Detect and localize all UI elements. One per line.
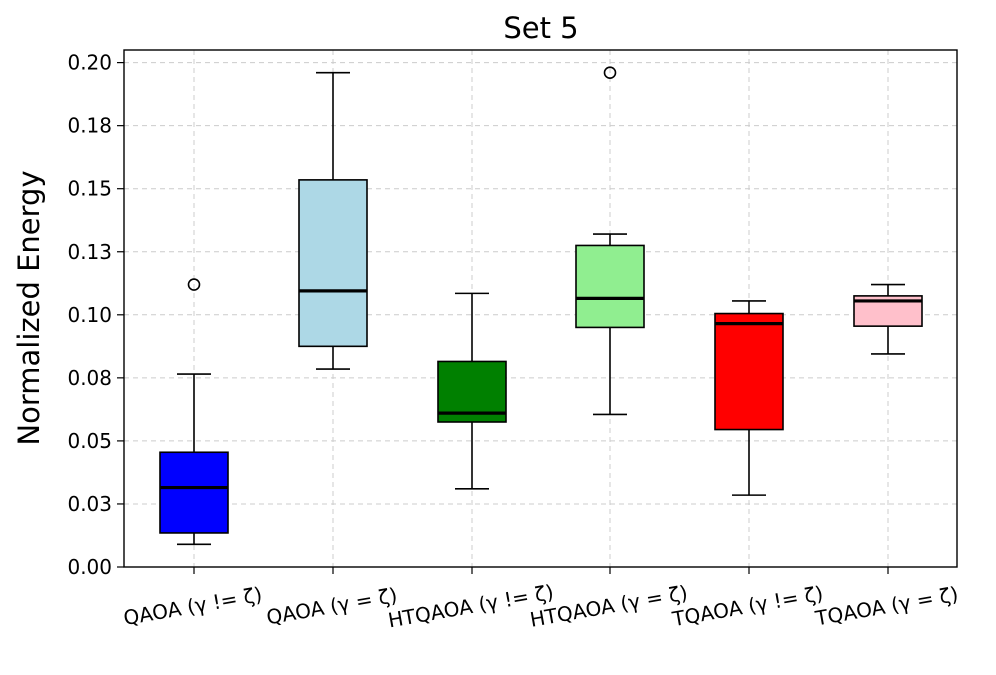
axes-layer bbox=[123, 49, 958, 568]
x-tick-label: TQAOA (γ = ζ) bbox=[813, 582, 960, 631]
iqr-box bbox=[298, 179, 368, 348]
x-tick-label: TQAOA (γ != ζ) bbox=[670, 581, 825, 631]
plot-frame bbox=[123, 49, 958, 568]
chart-title: Set 5 bbox=[503, 11, 578, 45]
y-axis-label: Normalized Energy bbox=[12, 170, 46, 445]
y-tick-label: 0.00 bbox=[67, 555, 112, 579]
box-3 bbox=[437, 292, 507, 490]
box-5 bbox=[714, 300, 784, 496]
box-1 bbox=[159, 278, 229, 546]
y-tick-label: 0.20 bbox=[67, 51, 112, 75]
outlier-point bbox=[187, 278, 201, 291]
iqr-box bbox=[575, 244, 645, 329]
y-tick-label: 0.15 bbox=[67, 177, 112, 201]
box-2 bbox=[298, 71, 368, 370]
y-tick-label: 0.13 bbox=[67, 240, 112, 264]
y-tick-label: 0.18 bbox=[67, 114, 112, 138]
y-tick-label: 0.05 bbox=[67, 429, 112, 453]
grid-layer bbox=[124, 50, 957, 568]
x-tick-label: HTQAOA (γ != ζ) bbox=[386, 580, 555, 633]
tick-layer: 0.00 0.03 0.05 0.08 0.10 0.13 0.15 0.18 0.20 QAOA… bbox=[67, 51, 960, 633]
box-6 bbox=[853, 283, 923, 355]
y-tick-label: 0.08 bbox=[67, 366, 112, 390]
box-4 bbox=[575, 66, 645, 416]
x-tick-label: QAOA (γ != ζ) bbox=[122, 582, 264, 630]
iqr-box bbox=[159, 451, 229, 534]
x-tick-label: QAOA (γ = ζ) bbox=[265, 583, 399, 630]
y-tick-label: 0.10 bbox=[67, 303, 112, 327]
outlier-point bbox=[603, 66, 617, 79]
box-layer bbox=[159, 66, 923, 546]
iqr-box bbox=[714, 312, 784, 431]
y-tick-label: 0.03 bbox=[67, 492, 112, 516]
